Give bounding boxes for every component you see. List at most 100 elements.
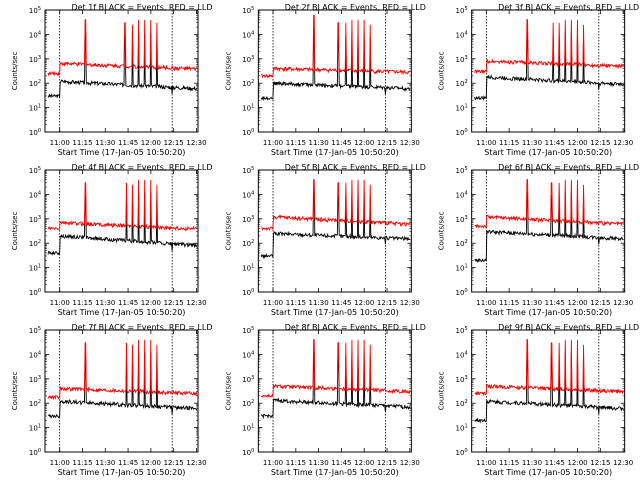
y-tick-label: 100 <box>242 448 254 457</box>
y-tick-label: 102 <box>242 79 254 88</box>
x-tick-label: 11:30 <box>309 299 329 307</box>
plot-frame <box>471 169 626 293</box>
x-tick-label: 12:00 <box>354 299 374 307</box>
chart-panel: Det 8f BLACK = Events, RED = LLD Counts/s… <box>224 323 426 477</box>
x-tick-label: 12:00 <box>354 459 374 467</box>
plot-frame <box>44 329 199 453</box>
x-tick-label: 12:15 <box>590 459 610 467</box>
lld-series-line <box>47 19 198 77</box>
plot-frame <box>471 329 626 453</box>
y-tick-label: 105 <box>456 166 468 175</box>
y-tick-label: 102 <box>242 399 254 408</box>
y-tick-label: 104 <box>456 190 468 199</box>
events-series-line <box>260 192 411 260</box>
x-axis-label: Start Time (17-Jan-05 10:50:20) <box>484 308 612 317</box>
x-tick-label: 11:30 <box>522 299 542 307</box>
lld-series-line <box>261 179 411 231</box>
chart-panel: Det 3f BLACK = Events, RED = LLD Counts/s… <box>438 3 640 157</box>
events-series-line <box>474 192 624 264</box>
x-tick-label: 12:15 <box>590 139 610 147</box>
x-tick-label: 11:15 <box>499 139 519 147</box>
x-tick-label: 11:00 <box>50 459 70 467</box>
y-tick-label: 103 <box>29 375 41 384</box>
y-axis-label: Counts/sec <box>438 212 446 251</box>
y-tick-label: 101 <box>29 264 41 273</box>
y-axis-label: Counts/sec <box>438 52 446 91</box>
y-tick-label: 105 <box>456 326 468 335</box>
x-tick-label: 11:45 <box>118 459 138 467</box>
chart-panel: Det 2f BLACK = Events, RED = LLD Counts/s… <box>224 3 426 157</box>
y-tick-label: 103 <box>456 55 468 64</box>
x-tick-label: 12:00 <box>567 459 587 467</box>
y-tick-label: 105 <box>29 326 41 335</box>
y-tick-label: 105 <box>242 166 254 175</box>
x-tick-label: 12:15 <box>377 459 397 467</box>
events-series-line <box>47 352 198 419</box>
x-tick-label: 11:30 <box>95 459 115 467</box>
x-tick-label: 11:00 <box>263 459 283 467</box>
y-tick-label: 100 <box>242 288 254 297</box>
plot-frame <box>257 329 412 453</box>
x-tick-label: 11:45 <box>331 139 351 147</box>
x-tick-label: 11:30 <box>95 299 115 307</box>
x-tick-label: 12:00 <box>141 459 161 467</box>
x-tick-label: 11:00 <box>476 459 496 467</box>
x-tick-label: 12:00 <box>141 139 161 147</box>
chart-title: Det 1f BLACK = Events, RED = LLD <box>71 3 212 12</box>
y-tick-label: 101 <box>456 424 468 433</box>
y-tick-label: 105 <box>29 6 41 15</box>
x-axis-label: Start Time (17-Jan-05 10:50:20) <box>58 468 186 477</box>
x-tick-label: 11:45 <box>545 299 565 307</box>
x-tick-label: 11:30 <box>95 139 115 147</box>
chart-title: Det 9f BLACK = Events, RED = LLD <box>498 323 639 332</box>
x-tick-label: 11:15 <box>499 459 519 467</box>
x-tick-label: 11:30 <box>309 139 329 147</box>
x-tick-label: 12:15 <box>164 459 184 467</box>
events-series-line <box>474 352 624 424</box>
x-axis-label: Start Time (17-Jan-05 10:50:20) <box>484 468 612 477</box>
x-tick-label: 11:30 <box>522 139 542 147</box>
y-tick-label: 101 <box>456 104 468 113</box>
events-series-line <box>260 352 411 420</box>
plot-frame <box>471 9 626 133</box>
x-tick-label: 12:15 <box>590 299 610 307</box>
chart-title: Det 8f BLACK = Events, RED = LLD <box>285 323 426 332</box>
plot-frame <box>257 9 412 133</box>
y-tick-label: 102 <box>242 239 254 248</box>
x-tick-label: 11:45 <box>331 459 351 467</box>
y-axis-label: Counts/sec <box>224 212 232 251</box>
x-tick-label: 12:30 <box>400 459 420 467</box>
y-tick-label: 101 <box>242 264 254 273</box>
x-tick-label: 11:15 <box>72 139 92 147</box>
chart-title: Det 4f BLACK = Events, RED = LLD <box>71 163 212 172</box>
y-tick-label: 104 <box>456 30 468 39</box>
y-tick-label: 101 <box>29 424 41 433</box>
x-tick-label: 11:45 <box>331 299 351 307</box>
y-tick-label: 105 <box>242 326 254 335</box>
x-axis-label: Start Time (17-Jan-05 10:50:20) <box>271 148 399 157</box>
y-tick-label: 103 <box>242 375 254 384</box>
y-tick-label: 100 <box>29 128 41 137</box>
y-tick-label: 103 <box>456 375 468 384</box>
y-axis-label: Counts/sec <box>11 212 19 251</box>
x-tick-label: 11:00 <box>476 299 496 307</box>
chart-panel: Det 7f BLACK = Events, RED = LLD Counts/s… <box>11 323 213 477</box>
x-tick-label: 12:15 <box>164 299 184 307</box>
y-tick-label: 104 <box>242 190 254 199</box>
y-tick-label: 100 <box>29 448 41 457</box>
lld-series-line <box>474 179 624 229</box>
x-axis-label: Start Time (17-Jan-05 10:50:20) <box>484 148 612 157</box>
y-tick-label: 101 <box>456 264 468 273</box>
lld-series-line <box>474 339 624 396</box>
y-tick-label: 105 <box>29 166 41 175</box>
x-axis-label: Start Time (17-Jan-05 10:50:20) <box>58 148 186 157</box>
x-tick-label: 12:30 <box>613 459 633 467</box>
chart-title: Det 6f BLACK = Events, RED = LLD <box>498 163 639 172</box>
x-tick-label: 12:30 <box>186 459 206 467</box>
y-tick-label: 103 <box>242 55 254 64</box>
events-series-line <box>474 32 624 101</box>
y-tick-label: 101 <box>242 424 254 433</box>
y-tick-label: 104 <box>242 350 254 359</box>
x-tick-label: 12:00 <box>141 299 161 307</box>
y-tick-label: 101 <box>242 104 254 113</box>
